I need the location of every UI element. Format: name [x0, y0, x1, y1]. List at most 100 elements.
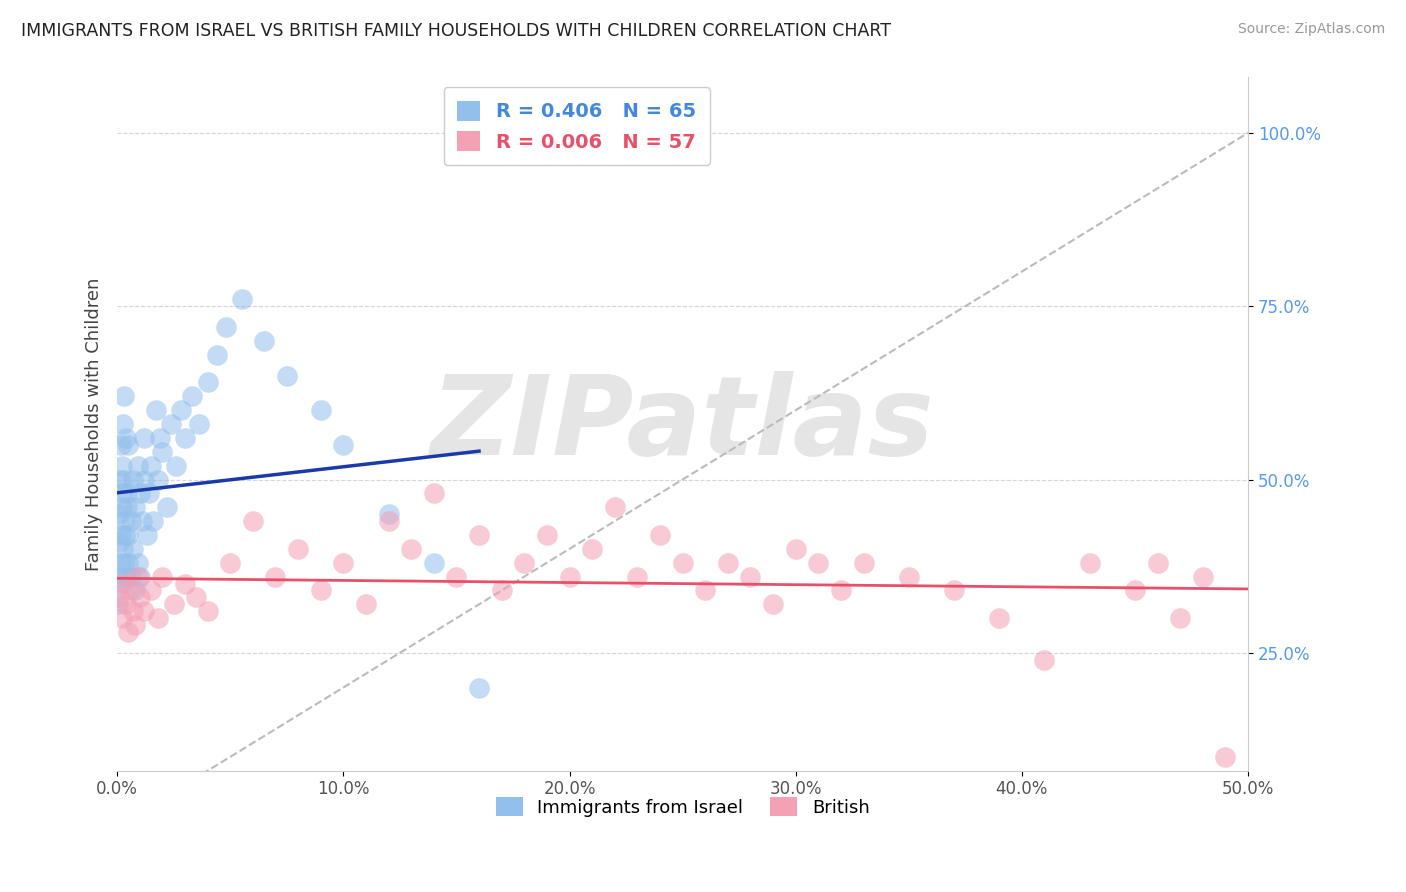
Point [120, 569, 142, 583]
Point [491, 583, 513, 598]
Point [108, 556, 131, 570]
Point [174, 576, 197, 591]
Point [219, 556, 242, 570]
Point [163, 597, 186, 611]
Point [110, 576, 132, 591]
Point [264, 569, 287, 583]
Point [152, 444, 174, 458]
Point [231, 293, 253, 307]
Point [117, 556, 139, 570]
Point [115, 569, 138, 583]
Point [671, 556, 693, 570]
Point [626, 569, 648, 583]
Point [943, 583, 966, 598]
Point [117, 486, 139, 500]
Point [156, 500, 179, 515]
Point [112, 473, 135, 487]
Point [1168, 611, 1191, 625]
Point [160, 417, 183, 431]
Point [128, 591, 150, 605]
Point [648, 528, 671, 542]
Point [115, 431, 138, 445]
Point [603, 500, 626, 515]
Point [762, 597, 785, 611]
Point [108, 591, 131, 605]
Point [423, 556, 446, 570]
Point [112, 514, 135, 528]
Point [111, 541, 134, 556]
Point [187, 417, 209, 431]
Point [139, 458, 162, 473]
Point [152, 569, 174, 583]
Point [988, 611, 1011, 625]
Point [242, 514, 264, 528]
Point [142, 514, 165, 528]
Point [127, 569, 149, 583]
Point [111, 486, 134, 500]
Point [108, 473, 131, 487]
Point [253, 334, 276, 348]
Point [145, 403, 167, 417]
Point [112, 389, 135, 403]
Point [128, 569, 150, 583]
Point [276, 368, 298, 383]
Point [107, 597, 129, 611]
Point [332, 438, 354, 452]
Point [1191, 569, 1213, 583]
Point [581, 541, 603, 556]
Point [149, 431, 172, 445]
Point [134, 431, 156, 445]
Point [112, 576, 135, 591]
Point [134, 473, 156, 487]
Point [111, 417, 134, 431]
Point [1146, 556, 1168, 570]
Point [108, 507, 131, 521]
Point [124, 583, 146, 598]
Point [131, 514, 153, 528]
Point [110, 438, 132, 452]
Legend: Immigrants from Israel, British: Immigrants from Israel, British [488, 790, 877, 824]
Point [111, 458, 134, 473]
Point [897, 569, 920, 583]
Point [169, 403, 191, 417]
Point [468, 681, 491, 695]
Y-axis label: Family Households with Children: Family Households with Children [86, 277, 103, 571]
Point [1215, 749, 1237, 764]
Point [117, 625, 139, 640]
Point [139, 583, 162, 598]
Point [468, 528, 491, 542]
Point [852, 556, 875, 570]
Point [1123, 583, 1146, 598]
Point [135, 528, 157, 542]
Point [180, 389, 202, 403]
Point [114, 528, 136, 542]
Point [215, 320, 238, 334]
Point [513, 556, 536, 570]
Point [830, 583, 852, 598]
Point [377, 507, 399, 521]
Point [807, 556, 830, 570]
Text: ZIPatlas: ZIPatlas [430, 370, 935, 477]
Point [111, 611, 134, 625]
Point [197, 604, 219, 618]
Point [127, 556, 149, 570]
Point [110, 528, 132, 542]
Point [124, 618, 146, 632]
Point [120, 583, 142, 598]
Point [117, 528, 139, 542]
Point [115, 597, 138, 611]
Point [165, 458, 187, 473]
Text: Source: ZipAtlas.com: Source: ZipAtlas.com [1237, 22, 1385, 37]
Point [740, 569, 762, 583]
Point [309, 403, 332, 417]
Point [122, 604, 145, 618]
Point [138, 486, 160, 500]
Point [423, 486, 446, 500]
Point [717, 556, 740, 570]
Point [117, 438, 139, 452]
Point [205, 348, 228, 362]
Point [1078, 556, 1101, 570]
Point [197, 376, 219, 390]
Point [134, 604, 156, 618]
Point [120, 514, 142, 528]
